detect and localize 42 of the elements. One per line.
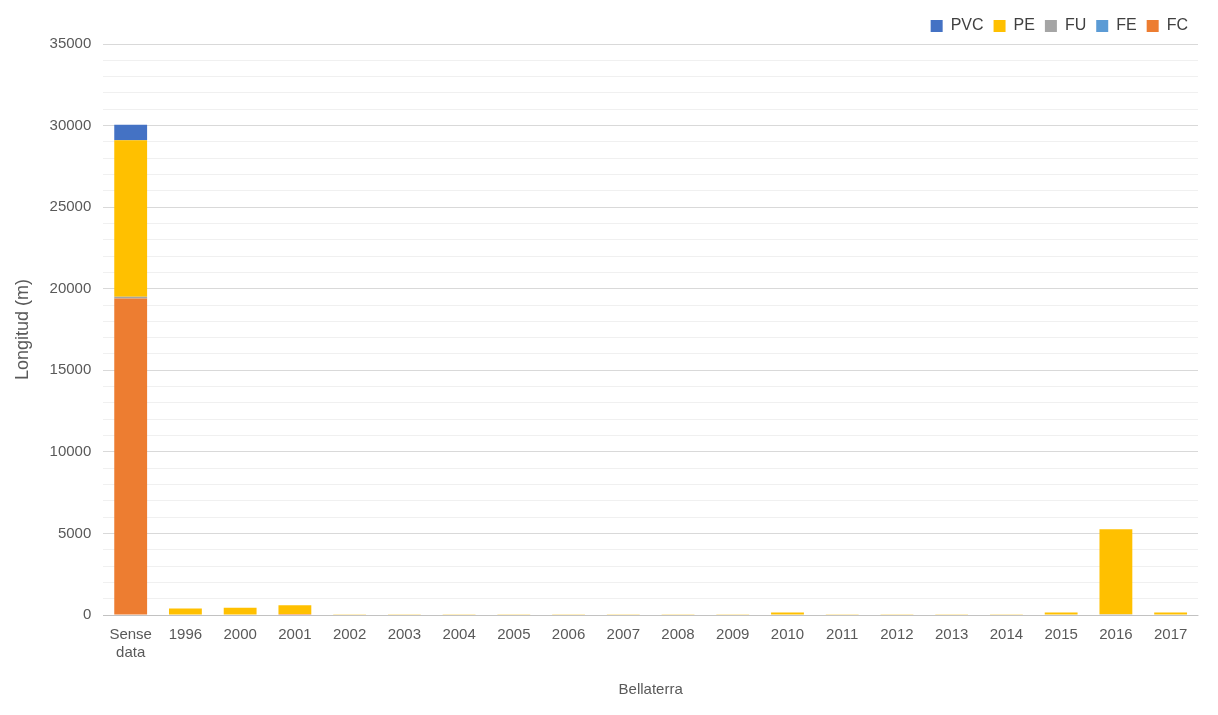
x-tick-label: 2013 <box>935 625 969 643</box>
x-axis-title: Bellaterra <box>618 680 684 698</box>
x-tick-label: 2010 <box>770 625 805 643</box>
bar <box>223 607 257 615</box>
x-tick-label: 2001 <box>278 625 312 643</box>
x-tick-label: 2002 <box>332 625 367 643</box>
bar <box>114 140 148 297</box>
y-tick-label: 35000 <box>49 34 92 52</box>
x-tick-label: 2011 <box>826 625 859 643</box>
y-tick-label: 5000 <box>57 523 92 541</box>
legend-label: PVC <box>950 16 984 34</box>
y-tick-label: 10000 <box>49 442 92 459</box>
bar <box>168 608 202 615</box>
x-tick-label: 2004 <box>442 625 476 643</box>
x-tick-label: 2015 <box>1044 625 1078 643</box>
x-tick-label: 2008 <box>661 625 695 643</box>
x-tick-label: 2005 <box>497 625 531 643</box>
x-tick-label: 2012 <box>880 625 914 643</box>
x-tick-label: 2007 <box>606 625 640 643</box>
legend-label: FC <box>1166 16 1188 34</box>
bar <box>114 124 148 141</box>
y-tick-label: 20000 <box>49 278 92 296</box>
x-tick-label: 1996 <box>168 625 203 643</box>
x-tick-label: 2000 <box>223 625 257 643</box>
x-tick-label: 2006 <box>551 625 586 643</box>
y-tick-label: 30000 <box>49 115 92 133</box>
x-tick-label: 2017 <box>1153 625 1188 643</box>
x-tick-label: Sense data <box>109 625 152 661</box>
bar <box>1099 529 1133 615</box>
x-tick-label: 2003 <box>387 625 422 643</box>
bar <box>114 298 148 615</box>
x-tick-label: 2009 <box>716 625 750 643</box>
y-tick-label: 0 <box>82 605 92 623</box>
y-tick-label: 15000 <box>49 360 92 378</box>
y-axis-title: Longitud (m) <box>11 278 32 381</box>
x-tick-label: 2014 <box>989 625 1024 643</box>
legend-label: FE <box>1116 16 1137 34</box>
legend-label: PE <box>1013 16 1035 34</box>
x-tick-label: 2016 <box>1099 625 1133 643</box>
bar <box>278 605 312 615</box>
y-tick-label: 25000 <box>49 197 92 215</box>
legend-label: FU <box>1064 16 1087 34</box>
